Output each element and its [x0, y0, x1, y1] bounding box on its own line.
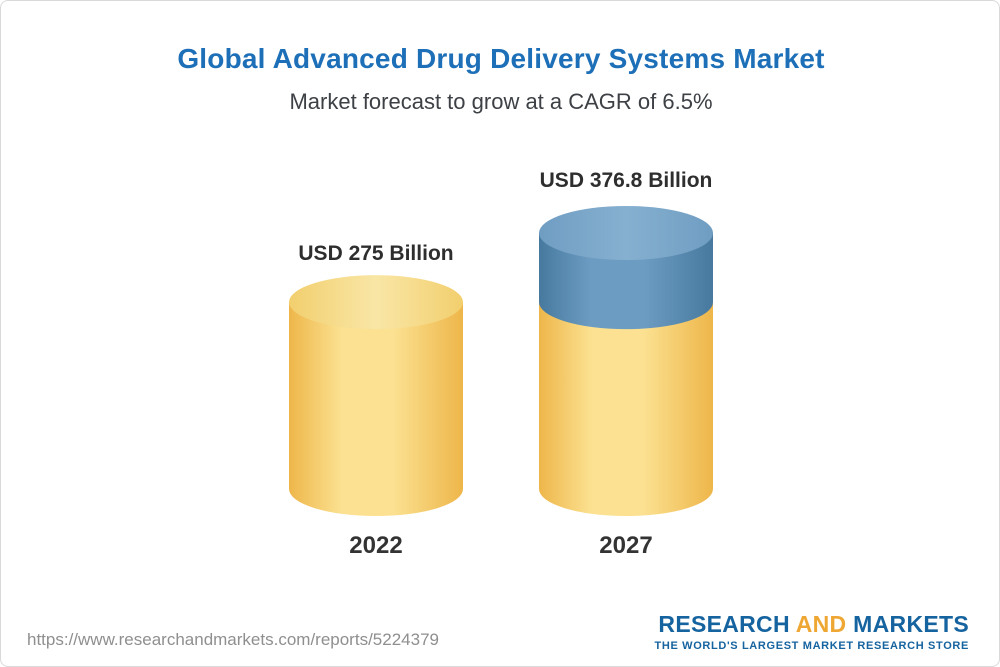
cylinder-top-2022: [289, 275, 463, 330]
logo-and: AND: [795, 610, 847, 637]
chart-title: Global Advanced Drug Delivery Systems Ma…: [177, 43, 825, 74]
cylinder-segment-2027-gold: [539, 302, 713, 516]
cylinder-top-2027: [539, 206, 713, 260]
cylinder-segment-2022-gold: [289, 302, 463, 516]
brand-logo: RESEARCH AND MARKETS THE WORLD'S LARGEST…: [654, 610, 969, 652]
logo-research: RESEARCH: [658, 610, 790, 637]
category-label-2027: 2027: [599, 532, 653, 559]
logo-wordmark: RESEARCH AND MARKETS: [655, 610, 969, 637]
value-label-2027: USD 376.8 Billion: [539, 169, 713, 192]
cylinder-segment-2027-blue: [539, 233, 713, 330]
chart-subtitle: Market forecast to grow at a CAGR of 6.5…: [289, 89, 713, 114]
category-label-2022: 2022: [349, 532, 403, 559]
report-url[interactable]: https://www.researchandmarkets.com/repor…: [27, 630, 439, 649]
value-label-2022: USD 275 Billion: [298, 242, 454, 265]
logo-tagline: THE WORLD'S LARGEST MARKET RESEARCH STOR…: [654, 640, 969, 652]
logo-markets: MARKETS: [853, 610, 969, 637]
